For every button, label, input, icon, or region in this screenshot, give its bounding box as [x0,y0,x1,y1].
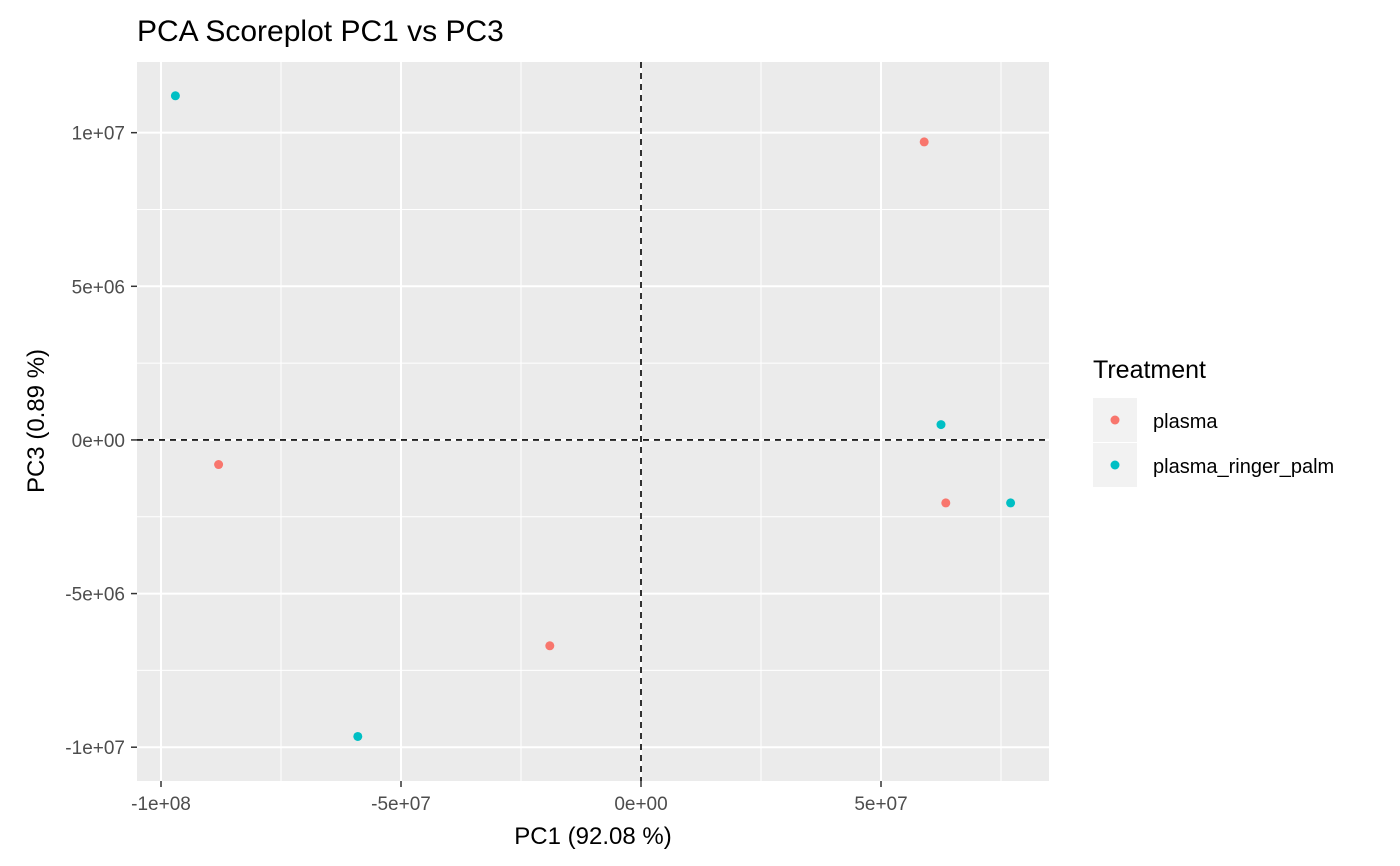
y-tick-label: -5e+06 [65,585,125,606]
x-tick-label: 0e+00 [614,794,667,815]
y-tick-label: 1e+07 [72,124,125,145]
y-tick-label: -1e+07 [65,738,125,759]
legend-title: Treatment [1093,356,1206,384]
y-axis-label: PC3 (0.89 %) [23,349,50,493]
x-tick-label: -1e+08 [131,794,191,815]
legend-label-plasma-ringer-palm: plasma_ringer_palm [1153,456,1334,478]
plot-panel [137,62,1049,781]
point-plasma-ringer-palm [170,91,180,101]
legend-label-plasma: plasma [1153,411,1218,433]
point-plasma [941,498,951,508]
legend-marker-plasma-ringer-palm [1110,460,1120,470]
point-plasma-ringer-palm [936,420,946,430]
legend: Treatment plasma plasma_ringer_palm [1093,356,1334,487]
point-plasma-ringer-palm [353,731,363,741]
chart-title: PCA Scoreplot PC1 vs PC3 [137,15,504,48]
x-tick-label: 5e+07 [854,794,907,815]
legend-marker-plasma [1110,415,1120,425]
point-plasma [545,641,555,651]
y-tick-label: 5e+06 [72,277,125,298]
x-tick-label: -5e+07 [371,794,431,815]
y-tick-label: 0e+00 [72,431,125,452]
x-axis-label: PC1 (92.08 %) [514,823,671,850]
point-plasma [919,137,929,147]
point-plasma-ringer-palm [1006,498,1016,508]
point-plasma [214,460,224,470]
